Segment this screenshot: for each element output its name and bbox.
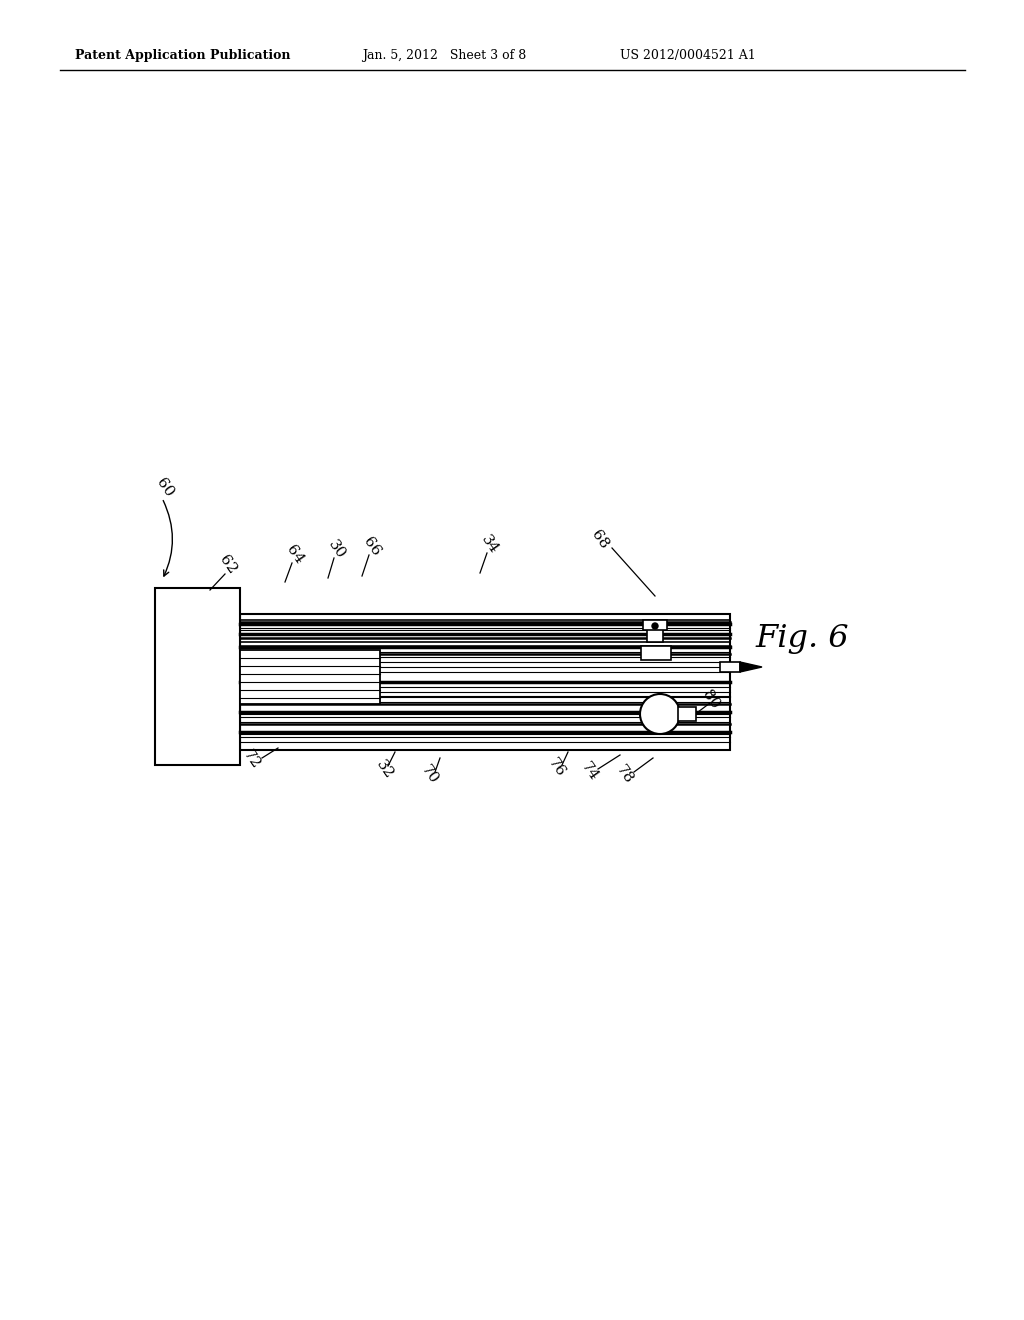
Text: 34: 34 — [478, 533, 502, 557]
Text: 70: 70 — [419, 763, 441, 787]
Text: Fig. 6: Fig. 6 — [755, 623, 849, 653]
Bar — [155, 587, 240, 766]
Text: 74: 74 — [579, 760, 601, 784]
Text: 66: 66 — [360, 535, 383, 558]
Bar — [643, 620, 667, 630]
Circle shape — [652, 623, 658, 630]
Bar — [641, 645, 671, 660]
Text: Jan. 5, 2012   Sheet 3 of 8: Jan. 5, 2012 Sheet 3 of 8 — [362, 49, 526, 62]
Bar — [647, 628, 663, 642]
Text: 30: 30 — [326, 539, 348, 562]
Text: 32: 32 — [374, 758, 396, 781]
Text: 64: 64 — [284, 543, 306, 568]
Bar — [720, 663, 740, 672]
Text: 72: 72 — [241, 748, 263, 772]
Polygon shape — [740, 663, 762, 672]
Text: US 2012/0004521 A1: US 2012/0004521 A1 — [620, 49, 756, 62]
Text: Patent Application Publication: Patent Application Publication — [75, 49, 291, 62]
Text: 78: 78 — [613, 763, 636, 787]
Circle shape — [640, 694, 680, 734]
Text: 60: 60 — [154, 477, 176, 500]
Bar — [678, 708, 696, 721]
Bar — [240, 614, 730, 750]
Text: 80: 80 — [700, 688, 723, 711]
Text: 76: 76 — [546, 756, 568, 780]
Text: 62: 62 — [217, 553, 240, 577]
Bar — [240, 649, 380, 704]
Text: 68: 68 — [589, 528, 611, 552]
